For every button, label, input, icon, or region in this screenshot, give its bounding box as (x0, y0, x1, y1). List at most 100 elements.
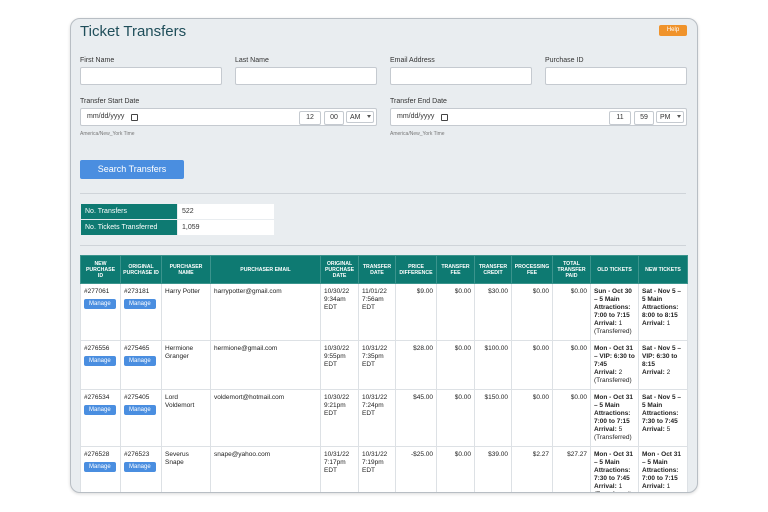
ticket-title: Mon - Oct 31 – 5 Main Attractions: 7:00 … (594, 394, 634, 425)
column-header: PURCHASER NAME (161, 255, 211, 284)
search-button[interactable]: Search Transfers (80, 160, 184, 179)
timezone-note: America/New_York Time (80, 131, 135, 137)
column-header: TOTAL TRANSFER PAID (552, 255, 591, 284)
total-paid-cell: $27.27 (552, 446, 591, 492)
arrival-label: Arrival: (642, 320, 665, 327)
help-button[interactable]: Help (659, 25, 687, 36)
arrival-label: Arrival: (642, 426, 665, 433)
arrival-label: Arrival: (594, 320, 617, 327)
new-ticket-cell: Sat - Nov 5 – 5 Main Attractions: 8:00 t… (638, 283, 688, 341)
summary-table: No. Transfers 522 No. Tickets Transferred 1… (80, 203, 275, 236)
purchase-id: #276534 (84, 394, 110, 401)
divider (80, 193, 686, 194)
manage-button[interactable]: Manage (84, 405, 116, 415)
arrival-count: 1 (666, 483, 671, 490)
arrival-label: Arrival: (594, 483, 617, 490)
transfer-fee-cell: $0.00 (436, 446, 475, 492)
column-header: PRICE DIFFERENCE (395, 255, 437, 284)
purchase-id-cell: #276534 Manage (80, 389, 121, 447)
new-ticket-cell: Sat - Nov 5 – 5 Main Attractions: 7:30 t… (638, 389, 688, 447)
hour-input[interactable]: 11 (609, 111, 631, 125)
ticket-title: Mon - Oct 31 – 5 Main Attractions: 7:30 … (594, 451, 634, 482)
email-cell: snape@yahoo.com (210, 446, 321, 492)
field-label: Purchase ID (545, 57, 584, 64)
date-placeholder: mm/dd/yyyy (87, 113, 125, 120)
transfer-row: #277061 Manage #273181 Manage Harry Potter ha… (80, 283, 688, 341)
manage-button[interactable]: Manage (124, 462, 156, 472)
minute-input[interactable]: 59 (634, 111, 654, 125)
column-header: TRANSFER CREDIT (474, 255, 512, 284)
old-ticket-cell: Mon - Oct 31 – 5 Main Attractions: 7:00 … (590, 389, 639, 447)
email-cell: harrypotter@gmail.com (210, 283, 321, 341)
arrival-count: 1 (Transferred) (594, 483, 632, 492)
processing-fee-cell: $2.27 (511, 446, 553, 492)
first-name-input[interactable] (80, 67, 222, 85)
field-label: Email Address (390, 57, 435, 64)
arrival-count: 2 (666, 369, 671, 376)
transfer-credit-cell: $100.00 (474, 340, 512, 390)
transfer-row: #276556 Manage #275465 Manage Hermione Grang… (80, 340, 688, 390)
timezone-note: America/New_York Time (390, 131, 445, 137)
price-difference-cell: $45.00 (395, 389, 437, 447)
column-header: PURCHASER EMAIL (210, 255, 321, 284)
date-input[interactable]: mm/dd/yyyy 11 59 PM (390, 108, 687, 126)
purchase-id: #275465 (124, 345, 150, 352)
transfer-date-cell: 10/31/22 7:19pm EDT (358, 446, 396, 492)
minute-input[interactable]: 00 (324, 111, 344, 125)
processing-fee-cell: $0.00 (511, 340, 553, 390)
manage-button[interactable]: Manage (84, 299, 116, 309)
transfer-credit-cell: $150.00 (474, 389, 512, 447)
ampm-select[interactable]: AM (346, 111, 374, 123)
ampm-select[interactable]: PM (656, 111, 684, 123)
summary-value: 1,059 (177, 219, 275, 236)
processing-fee-cell: $0.00 (511, 389, 553, 447)
name-cell: Harry Potter (161, 283, 211, 341)
calendar-icon (441, 114, 448, 121)
arrival-label: Arrival: (642, 483, 665, 490)
summary-row: No. Tickets Transferred 1,059 (80, 219, 275, 236)
manage-button[interactable]: Manage (84, 462, 116, 472)
field-label: Last Name (235, 57, 269, 64)
last-name-input[interactable] (235, 67, 377, 85)
total-paid-cell: $0.00 (552, 340, 591, 390)
date-input[interactable]: mm/dd/yyyy 12 00 AM (80, 108, 377, 126)
arrival-label: Arrival: (642, 369, 665, 376)
hour-input[interactable]: 12 (299, 111, 321, 125)
summary-label: No. Tickets Transferred (80, 219, 178, 236)
purchase-id-input[interactable] (545, 67, 687, 85)
field-label: First Name (80, 57, 115, 64)
name-cell: Lord Voldemort (161, 389, 211, 447)
purchase-id-cell: #276556 Manage (80, 340, 121, 390)
card: Ticket Transfers Help First Name Last Na… (70, 18, 698, 493)
page-title: Ticket Transfers (80, 23, 187, 40)
total-paid-cell: $0.00 (552, 389, 591, 447)
ticket-title: Sat - Nov 5 – 5 Main Attractions: 7:30 t… (642, 394, 682, 425)
purchase-id-cell: #276523 Manage (120, 446, 162, 492)
transfer-credit-cell: $30.00 (474, 283, 512, 341)
email-cell: hermione@gmail.com (210, 340, 321, 390)
field-label: Transfer Start Date (80, 98, 140, 105)
summary-row: No. Transfers 522 (80, 203, 275, 220)
purchase-id-cell: #273181 Manage (120, 283, 162, 341)
arrival-label: Arrival: (594, 426, 617, 433)
ticket-title: Mon - Oct 31 – VIP: 6:30 to 7:45 (594, 345, 635, 368)
summary-value: 522 (177, 203, 275, 220)
manage-button[interactable]: Manage (124, 356, 156, 366)
manage-button[interactable]: Manage (84, 356, 116, 366)
new-ticket-cell: Mon - Oct 31 – 5 Main Attractions: 7:00 … (638, 446, 688, 492)
manage-button[interactable]: Manage (124, 299, 156, 309)
old-ticket-cell: Mon - Oct 31 – 5 Main Attractions: 7:30 … (590, 446, 639, 492)
name-cell: Hermione Granger (161, 340, 211, 390)
processing-fee-cell: $0.00 (511, 283, 553, 341)
calendar-icon (131, 114, 138, 121)
column-header: NEW TICKETS (638, 255, 688, 284)
column-header: ORIGINAL PURCHASE ID (120, 255, 162, 284)
transfers-table: NEW PURCHASE ID ORIGINAL PURCHASE ID PURCH… (80, 255, 688, 492)
original-date-cell: 10/31/22 7:17pm EDT (320, 446, 359, 492)
manage-button[interactable]: Manage (124, 405, 156, 415)
ticket-title: Sat - Nov 5 – 5 Main Attractions: 8:00 t… (642, 288, 682, 319)
column-header: TRANSFER DATE (358, 255, 396, 284)
price-difference-cell: $9.00 (395, 283, 437, 341)
email-input[interactable] (390, 67, 532, 85)
